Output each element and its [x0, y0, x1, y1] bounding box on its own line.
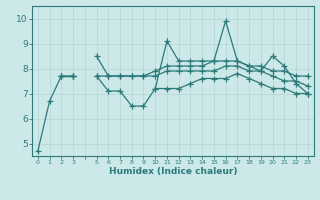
- X-axis label: Humidex (Indice chaleur): Humidex (Indice chaleur): [108, 167, 237, 176]
